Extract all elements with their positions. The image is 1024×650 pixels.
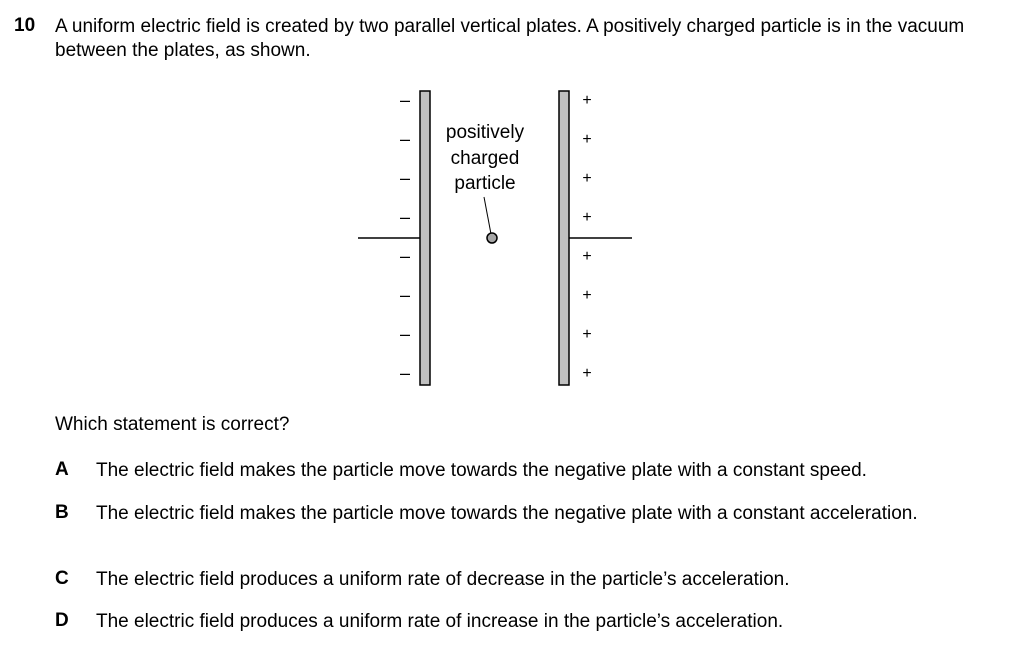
- question-prompt: Which statement is correct?: [55, 414, 290, 435]
- charged-particle: [486, 232, 498, 244]
- option-c-letter: C: [55, 568, 69, 589]
- positive-sign: +: [582, 92, 591, 109]
- positive-sign: +: [582, 248, 591, 265]
- positive-sign: +: [582, 170, 591, 187]
- negative-sign: –: [400, 207, 410, 227]
- negative-sign: –: [400, 363, 410, 383]
- option-c-text: The electric field produces a uniform ra…: [96, 569, 790, 590]
- negative-sign: –: [400, 246, 410, 266]
- positive-sign: +: [582, 209, 591, 226]
- positive-charge-signs: + + + + + + + +: [582, 92, 591, 382]
- option-a-letter: A: [55, 459, 69, 480]
- question-stem: A uniform electric field is created by t…: [55, 16, 965, 61]
- negative-sign: –: [400, 90, 410, 110]
- positive-sign: +: [582, 287, 591, 304]
- option-d-text: The electric field produces a uniform ra…: [96, 611, 784, 632]
- positive-sign: +: [582, 365, 591, 382]
- particle-label-line: charged: [451, 148, 520, 169]
- positive-sign: +: [582, 326, 591, 343]
- negative-sign: –: [400, 285, 410, 305]
- negative-plate: [419, 90, 431, 386]
- negative-sign: –: [400, 168, 410, 188]
- particle-label-line: positively: [446, 122, 525, 143]
- negative-charge-signs: – – – – – – – –: [400, 90, 410, 383]
- label-leader-line: [483, 196, 492, 235]
- option-a-text: The electric field makes the particle mo…: [96, 460, 867, 481]
- negative-sign: –: [400, 129, 410, 149]
- positive-plate: [558, 90, 570, 386]
- option-b-text: The electric field makes the particle mo…: [96, 503, 918, 524]
- option-b-letter: B: [55, 502, 69, 523]
- positive-sign: +: [582, 131, 591, 148]
- option-d-letter: D: [55, 610, 69, 631]
- question-number: 10: [14, 15, 36, 36]
- electric-field-diagram: – – – – – – – – + + + + + + + + positive…: [358, 90, 632, 386]
- negative-sign: –: [400, 324, 410, 344]
- particle-label-line: particle: [454, 173, 515, 194]
- particle-label: positively charged particle: [446, 122, 525, 194]
